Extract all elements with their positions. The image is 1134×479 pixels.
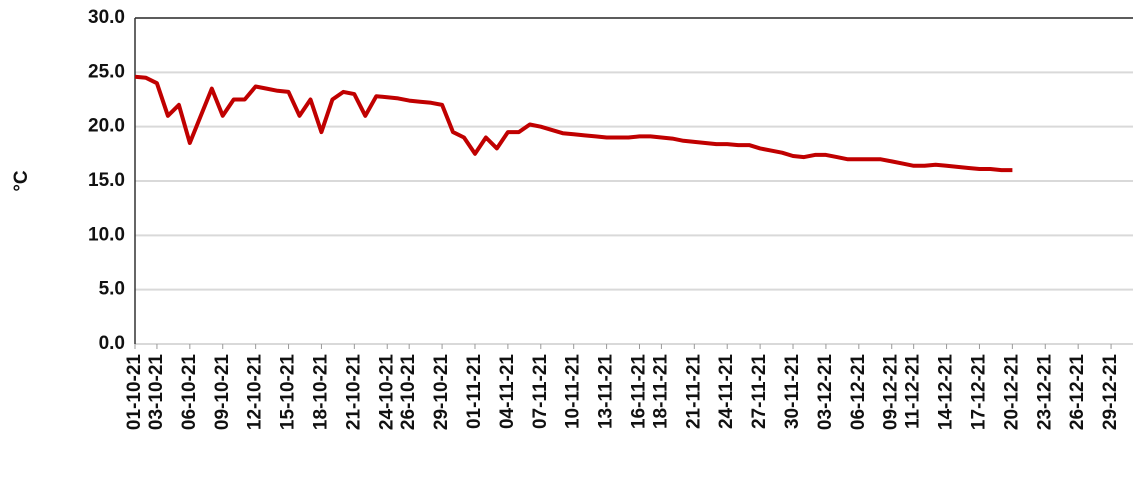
- x-tick-label: 26-10-21: [398, 354, 419, 430]
- x-tick-label: 15-10-21: [278, 354, 299, 430]
- x-tick-label: 16-11-21: [628, 354, 649, 429]
- x-tick-label: 12-10-21: [245, 354, 266, 430]
- y-tick-label: 10.0: [88, 224, 125, 245]
- y-tick-label: 5.0: [99, 279, 125, 300]
- x-tick-label: 11-12-21: [903, 354, 924, 429]
- x-tick-label: 09-10-21: [212, 354, 233, 430]
- x-tick-label: 17-12-21: [968, 354, 989, 430]
- x-tick-label: 21-11-21: [683, 354, 704, 429]
- x-tick-label: 18-11-21: [650, 354, 671, 429]
- x-tick-label: 03-10-21: [146, 354, 167, 430]
- x-tick-label: 06-10-21: [179, 354, 200, 430]
- x-tick-label: 29-10-21: [431, 354, 452, 430]
- x-tick-label: 09-12-21: [881, 354, 902, 430]
- x-tick-label: 13-11-21: [596, 354, 617, 429]
- x-tick-label: 01-11-21: [464, 354, 485, 429]
- y-tick-label: 0.0: [99, 333, 125, 354]
- x-tick-label: 23-12-21: [1034, 354, 1055, 430]
- x-tick-label: 04-11-21: [497, 354, 518, 429]
- x-tick-label: 24-10-21: [376, 354, 397, 430]
- x-tick-label: 14-12-21: [936, 354, 957, 430]
- x-tick-label: 03-12-21: [815, 354, 836, 430]
- x-tick-label: 20-12-21: [1001, 354, 1022, 430]
- x-tick-label: 27-11-21: [749, 354, 770, 429]
- y-tick-label: 15.0: [88, 170, 125, 191]
- x-tick-label: 06-12-21: [848, 354, 869, 430]
- y-tick-label: 20.0: [88, 116, 125, 137]
- x-tick-label: 29-12-21: [1100, 354, 1121, 430]
- x-tick-label: 24-11-21: [716, 354, 737, 429]
- x-tick-label: 18-10-21: [310, 354, 331, 430]
- x-tick-label: 07-11-21: [530, 354, 551, 429]
- x-tick-label: 10-11-21: [563, 354, 584, 429]
- y-tick-label: 25.0: [88, 61, 125, 82]
- x-tick-label: 21-10-21: [343, 354, 364, 430]
- x-tick-label: 30-11-21: [782, 354, 803, 429]
- y-axis-label: °C: [11, 170, 32, 192]
- x-tick-label: 01-10-21: [124, 354, 145, 430]
- x-tick-label: 26-12-21: [1067, 354, 1088, 430]
- line-series: [134, 74, 1013, 173]
- y-tick-label: 30.0: [88, 7, 125, 28]
